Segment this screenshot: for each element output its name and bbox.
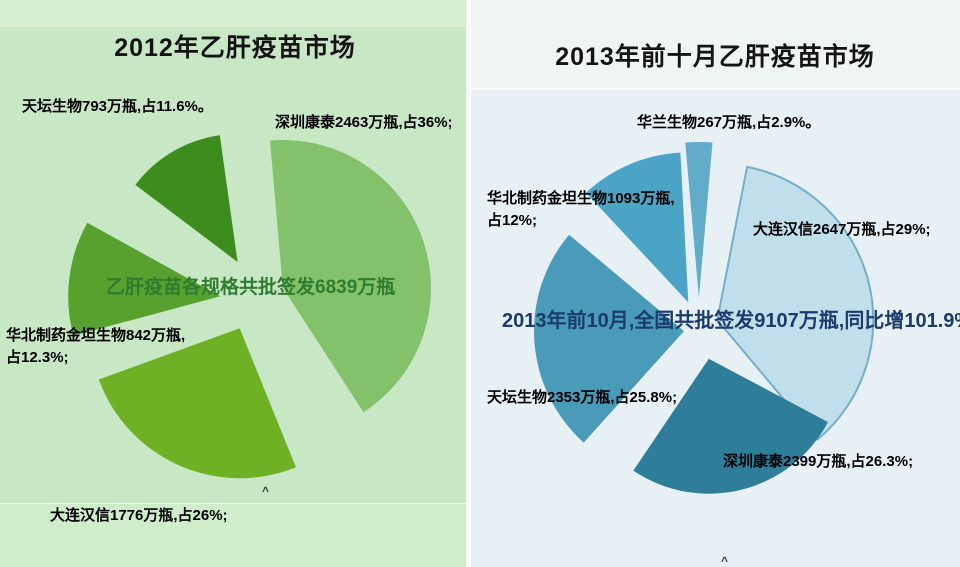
label-2013-hualan: 华兰生物267万瓶,占2.9%。 — [637, 114, 821, 131]
label-2012-ncpc-line1: 华北制药金坦生物842万瓶, — [6, 327, 186, 344]
pie-slice-ncpc-gentan — [68, 222, 221, 336]
center-note-2013-total: 2013年前10月,全国共批签发9107万瓶,同比增101.9% — [502, 310, 960, 332]
pie-slice-tiantan — [534, 234, 684, 443]
chart-title-2012: 2012年乙肝疫苗市场 — [114, 34, 356, 62]
label-2013-dalian-hissen: 大连汉信2647万瓶,占29%; — [753, 221, 931, 238]
pie-slice-dalian-hissen — [98, 328, 296, 479]
pie-slice-hualan — [685, 142, 713, 298]
label-2012-dalian-hissen: 大连汉信1776万瓶,占26%; — [50, 507, 228, 524]
panel-2012-bottom-band — [0, 503, 470, 567]
panel-divider — [466, 0, 471, 567]
label-2013-tiantan: 天坛生物2353万瓶,占25.8%; — [487, 389, 678, 406]
label-2012-tiantan: 天坛生物793万瓶,占11.6%。 — [22, 98, 213, 115]
pie-slice-shenzhen-kangtai — [633, 358, 828, 494]
caret-mark-left: ^ — [262, 484, 270, 498]
label-2012-ncpc-gentan: 华北制药金坦生物842万瓶, 占12.3%; — [6, 325, 194, 369]
panel-2012-top-band — [0, 0, 470, 27]
label-2012-shenzhen-kangtai: 深圳康泰2463万瓶,占36%; — [275, 114, 453, 131]
label-2013-ncpc-line1: 华北制药金坦生物1093万瓶, — [487, 190, 675, 207]
panel-2013-top-band — [470, 0, 960, 90]
pie-slice-ncpc-gentan — [586, 152, 689, 303]
caret-mark-right: ^ — [721, 554, 729, 567]
pie-slice-dalian-hissen — [716, 165, 875, 441]
label-2012-ncpc-line2: 占12.3%; — [6, 348, 69, 366]
label-2013-ncpc-line2: 占12%; — [487, 211, 538, 229]
center-note-2012-total: 乙肝疫苗各规格共批签发6839万瓶 — [106, 277, 396, 298]
pie-2012 — [68, 135, 431, 479]
label-2013-ncpc-gentan: 华北制药金坦生物1093万瓶, 占12%; — [487, 188, 683, 232]
chart-title-2013: 2013年前十月乙肝疫苗市场 — [555, 43, 875, 71]
pie-slice-shenzhen-kangtai — [270, 140, 431, 413]
label-2013-shenzhen-kangtai: 深圳康泰2399万瓶,占26.3%; — [723, 453, 914, 470]
pie-2013 — [534, 142, 875, 494]
pie-slice-tiantan — [135, 135, 238, 262]
